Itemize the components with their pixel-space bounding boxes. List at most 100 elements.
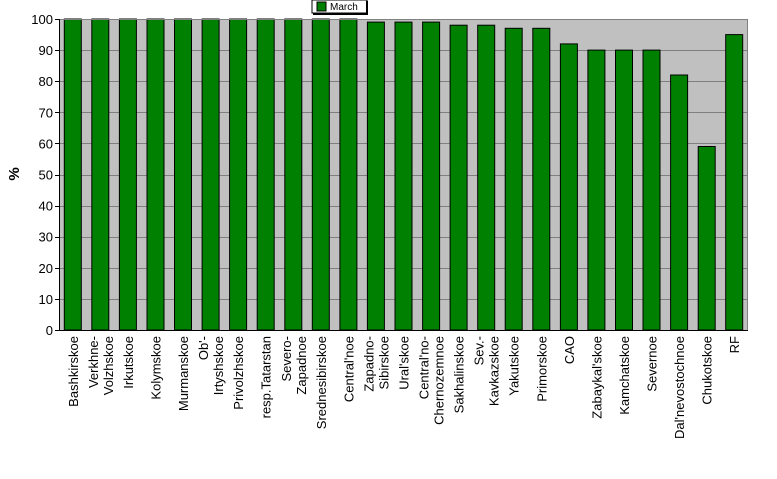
x-tick-label-zapadno-sibirskoe: Zapadno- Sibirskoe <box>361 336 391 392</box>
x-tick-label-line: Verkhne- <box>86 336 101 388</box>
x-tick-label-line: resp.Tatarstan <box>259 336 274 418</box>
bar-resp-tatarstan <box>256 18 275 331</box>
x-tick-label-line: Central'noe <box>341 336 356 402</box>
y-tick-label-0: 0 <box>46 323 53 338</box>
x-tick-label-primorskoe: Primorskoe <box>534 336 549 402</box>
y-tick-label-60: 60 <box>39 136 53 151</box>
x-tick-label-line: Primorskoe <box>534 336 549 402</box>
bar-zapadno-sibirskoe <box>366 21 385 331</box>
x-tick-label-central-noe: Central'noe <box>341 336 356 402</box>
x-tick-label-line: Zabaykal'skoe <box>589 336 604 419</box>
x-tick-label-line: Zapadno- <box>361 336 376 392</box>
x-tick-label-cao: CAO <box>562 336 577 364</box>
bar-irkutskoe <box>118 18 137 331</box>
x-tick-label-line: Kamchatskoe <box>617 336 632 415</box>
bars <box>63 18 744 331</box>
x-tick-label-chukotskoe: Chukotskoe <box>700 336 715 405</box>
x-tick-label-central-no-chernozemnoe: Central'no- Chernozemnoe <box>417 336 447 425</box>
y-tick-label-40: 40 <box>39 199 53 214</box>
x-tick-label-line: Chukotskoe <box>700 336 715 405</box>
x-tick-label-line: Dal'nevostochnoe <box>672 336 687 439</box>
bar-severo-zapadnoe <box>284 18 303 331</box>
bar-ural-skoe <box>394 21 413 331</box>
x-tick-label-line: Irtyshskoe <box>211 336 226 395</box>
x-tick-label-line: Ural'skoe <box>397 336 412 390</box>
bar-cao <box>559 43 578 331</box>
bar-zabaykal-skoe <box>587 49 606 331</box>
y-tick-label-30: 30 <box>39 230 53 245</box>
x-tick-label-line: Kolymskoe <box>149 336 164 400</box>
x-tick-label-yakutskoe: Yakutskoe <box>507 336 522 396</box>
x-tick-label-line: Sakhalinskoe <box>452 336 467 413</box>
x-tick-label-rf: RF <box>727 336 742 353</box>
y-axis-title: % <box>6 167 23 180</box>
x-tick-label-line: Zapadnoe <box>294 336 309 395</box>
legend: March <box>311 0 368 15</box>
x-tick-label-ob-irtyshskoe: Ob'- Irtyshskoe <box>196 336 226 395</box>
x-tick-label-murmanskoe: Murmanskoe <box>176 336 191 411</box>
x-tick-labels: Bashkirskoe Verkhne- Volzhskoe Irkutskoe Kol… <box>66 336 742 439</box>
x-tick-label-bashkirskoe: Bashkirskoe <box>66 336 81 407</box>
bar-srednesibirskoe <box>311 18 330 331</box>
bar-bashkirskoe <box>63 18 82 331</box>
x-tick-label-line: Volzhskoe <box>101 336 116 395</box>
y-tick-label-100: 100 <box>31 12 53 27</box>
x-tick-label-line: Murmanskoe <box>176 336 191 411</box>
bar-yakutskoe <box>504 27 523 331</box>
bar-murmanskoe <box>174 18 192 331</box>
y-tick-label-90: 90 <box>39 43 53 58</box>
x-tick-label-dal-nevostochnoe: Dal'nevostochnoe <box>672 336 687 439</box>
legend-swatch <box>316 1 327 12</box>
x-tick-label-line: Yakutskoe <box>507 336 522 396</box>
bar-rf <box>725 34 744 331</box>
bar-ob-irtyshskoe <box>201 18 220 331</box>
bar-dal-nevostochnoe <box>670 74 689 331</box>
axes <box>59 19 748 331</box>
x-tick-label-srednesibirskoe: Srednesibirskoe <box>314 336 329 429</box>
x-tick-label-line: RF <box>727 336 742 353</box>
x-tick-label-privolzhskoe: Privolzhskoe <box>231 336 246 410</box>
legend-label: March <box>330 2 358 13</box>
y-tick-label-20: 20 <box>39 261 53 276</box>
bar-kolymskoe <box>146 18 165 331</box>
x-tick-label-verkhne-volzhskoe: Verkhne- Volzhskoe <box>86 336 116 395</box>
bar-sakhalinskoe <box>449 24 468 331</box>
x-tick-label-zabaykal-skoe: Zabaykal'skoe <box>589 336 604 419</box>
x-tick-label-line: Srednesibirskoe <box>314 336 329 429</box>
x-tick-label-severnoe: Severnoe <box>645 336 660 392</box>
x-tick-label-ural-skoe: Ural'skoe <box>397 336 412 390</box>
y-tick-label-50: 50 <box>39 168 53 183</box>
x-tick-label-sakhalinskoe: Sakhalinskoe <box>452 336 467 413</box>
bar-central-noe <box>339 18 358 331</box>
x-tick-label-sev-kavkazskoe: Sev.- Kavkazskoe <box>472 336 502 406</box>
x-tick-label-line: Bashkirskoe <box>66 336 81 407</box>
x-tick-label-line: Severnoe <box>645 336 660 392</box>
x-tick-label-line: Kavkazskoe <box>487 336 502 406</box>
bar-verkhne-volzhskoe <box>91 18 110 331</box>
bar-kamchatskoe <box>615 49 633 331</box>
x-tick-label-kamchatskoe: Kamchatskoe <box>617 336 632 415</box>
bar-privolzhskoe <box>229 18 248 331</box>
x-tick-label-line: Ob'- <box>196 336 211 360</box>
y-tick-label-70: 70 <box>39 105 53 120</box>
y-tick-labels: 0 10 20 30 40 50 60 70 80 90 100 <box>31 12 59 338</box>
x-tick-label-kolymskoe: Kolymskoe <box>149 336 164 400</box>
bar-severnoe <box>642 49 661 331</box>
x-tick-label-line: Chernozemnoe <box>432 336 447 425</box>
x-tick-label-line: Sibirskoe <box>376 336 391 389</box>
x-tick-label-line: Severo- <box>279 336 294 382</box>
x-tick-label-irkutskoe: Irkutskoe <box>121 336 136 389</box>
x-tick-label-line: Irkutskoe <box>121 336 136 389</box>
x-tick-label-line: Sev.- <box>472 336 487 365</box>
bar-sev-kavkazskoe <box>477 24 496 331</box>
x-tick-label-line: CAO <box>562 336 577 364</box>
bar-primorskoe <box>532 27 551 331</box>
bar-central-no-chernozemnoe <box>422 21 441 331</box>
y-tick-label-80: 80 <box>39 74 53 89</box>
x-tick-label-resp-tatarstan: resp.Tatarstan <box>259 336 274 418</box>
bar-chukotskoe <box>697 146 716 331</box>
x-tick-label-line: Central'no- <box>417 336 432 399</box>
x-tick-label-severo-zapadnoe: Severo- Zapadnoe <box>279 336 309 395</box>
x-tick-label-line: Privolzhskoe <box>231 336 246 410</box>
